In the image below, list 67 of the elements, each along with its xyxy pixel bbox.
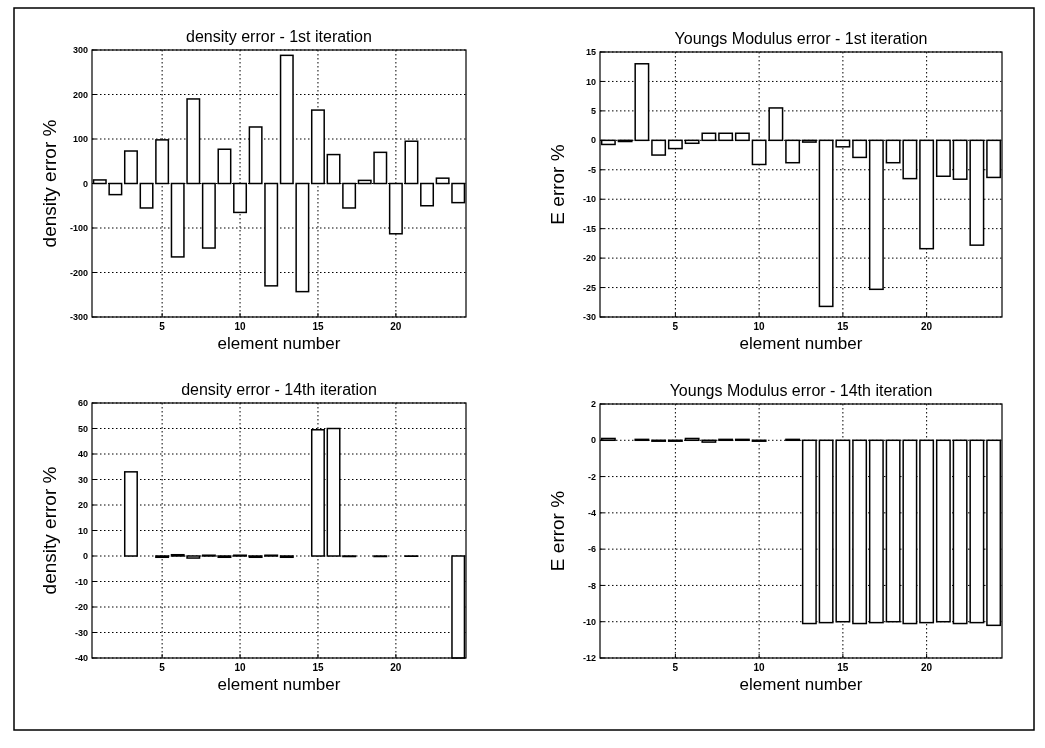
y-tick-label: -6 bbox=[587, 544, 596, 555]
y-tick-label: -15 bbox=[582, 223, 596, 234]
x-tick-label: 20 bbox=[390, 321, 402, 332]
y-tick-label: 60 bbox=[77, 398, 88, 409]
y-tick-label: 2 bbox=[590, 399, 596, 410]
y-tick-label: 0 bbox=[82, 551, 88, 562]
chart-title: Youngs Modulus error - 14th iteration bbox=[669, 382, 933, 399]
x-tick-label: 15 bbox=[837, 321, 849, 332]
x-axis-title: element number bbox=[739, 675, 863, 694]
x-tick-label: 10 bbox=[753, 321, 766, 332]
y-tick-label: -10 bbox=[74, 576, 88, 587]
y-axis-title: E error % bbox=[547, 490, 568, 572]
y-tick-label: -12 bbox=[582, 653, 596, 664]
y-tick-label: 20 bbox=[77, 500, 88, 511]
x-tick-label: 20 bbox=[390, 662, 402, 673]
x-tick-label: 5 bbox=[672, 662, 679, 673]
bar bbox=[420, 182, 435, 207]
y-tick-label: 0 bbox=[590, 435, 596, 446]
x-tick-label: 15 bbox=[837, 662, 849, 673]
y-tick-label: 10 bbox=[585, 76, 596, 87]
x-axis-title: element number bbox=[739, 334, 863, 353]
y-axis-title: E error % bbox=[547, 144, 568, 225]
x-tick-label: 10 bbox=[234, 321, 247, 332]
y-tick-label: -8 bbox=[587, 580, 596, 591]
y-tick-label: -200 bbox=[69, 267, 88, 278]
x-tick-label: 5 bbox=[672, 321, 679, 332]
x-axis-title: element number bbox=[217, 334, 341, 353]
y-tick-label: 50 bbox=[77, 423, 88, 434]
y-tick-label: -25 bbox=[582, 282, 596, 293]
chart-title: density error - 1st iteration bbox=[186, 28, 372, 45]
y-tick-label: 300 bbox=[72, 45, 88, 56]
y-tick-label: -10 bbox=[582, 194, 596, 205]
x-tick-label: 5 bbox=[159, 321, 166, 332]
x-tick-label: 10 bbox=[234, 662, 247, 673]
y-tick-label: 0 bbox=[590, 135, 596, 146]
y-tick-label: -300 bbox=[69, 312, 88, 323]
x-tick-label: 5 bbox=[159, 662, 166, 673]
y-tick-label: 10 bbox=[77, 525, 88, 536]
y-tick-label: -2 bbox=[587, 471, 596, 482]
y-axis-title: density error % bbox=[39, 466, 60, 595]
y-tick-label: -4 bbox=[587, 508, 596, 519]
y-tick-label: 15 bbox=[585, 47, 596, 58]
x-tick-label: 20 bbox=[921, 321, 933, 332]
y-tick-label: 100 bbox=[72, 134, 88, 145]
x-axis-title: element number bbox=[217, 675, 341, 694]
y-tick-label: -100 bbox=[69, 223, 88, 234]
y-tick-label: -40 bbox=[74, 653, 88, 664]
y-tick-label: 40 bbox=[77, 449, 88, 460]
y-tick-label: -30 bbox=[582, 312, 596, 323]
chart-title: Youngs Modulus error - 1st iteration bbox=[674, 30, 928, 47]
y-tick-label: 0 bbox=[82, 178, 88, 189]
bar bbox=[123, 471, 138, 557]
x-tick-label: 10 bbox=[753, 662, 766, 673]
x-tick-label: 20 bbox=[921, 662, 933, 673]
bar bbox=[123, 150, 138, 185]
x-tick-label: 15 bbox=[312, 662, 324, 673]
y-tick-label: 5 bbox=[590, 106, 596, 117]
y-tick-label: -5 bbox=[587, 164, 596, 175]
y-tick-label: 200 bbox=[72, 89, 88, 100]
y-tick-label: -20 bbox=[582, 253, 596, 264]
y-tick-label: -10 bbox=[582, 616, 596, 627]
y-tick-label: 30 bbox=[77, 474, 88, 485]
x-tick-label: 15 bbox=[312, 321, 324, 332]
y-axis-title: density error % bbox=[39, 119, 60, 248]
chart-title: density error - 14th iteration bbox=[181, 381, 377, 398]
y-tick-label: -20 bbox=[74, 602, 88, 613]
y-tick-label: -30 bbox=[74, 627, 88, 638]
